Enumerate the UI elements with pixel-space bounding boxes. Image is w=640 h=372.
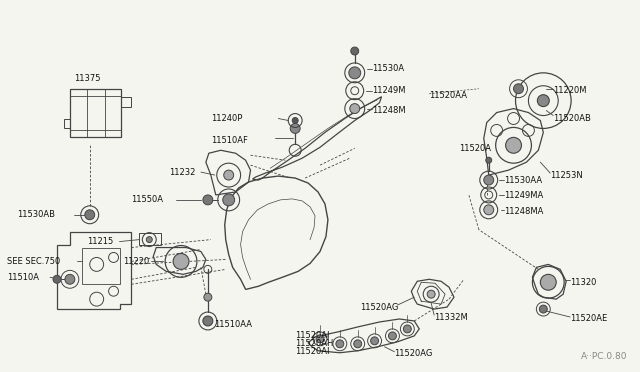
Text: 11520AG: 11520AG (360, 302, 398, 312)
Circle shape (203, 195, 213, 205)
Text: 11520AJ: 11520AJ (295, 331, 330, 340)
Text: 11530AB: 11530AB (17, 210, 55, 219)
Text: 11520AE: 11520AE (570, 314, 607, 324)
Text: 11510AA: 11510AA (214, 320, 252, 330)
Circle shape (173, 253, 189, 269)
Circle shape (540, 305, 547, 313)
Circle shape (484, 205, 493, 215)
Text: 11550A: 11550A (131, 195, 163, 204)
Text: 11249M: 11249M (372, 86, 405, 95)
Circle shape (224, 170, 234, 180)
Circle shape (147, 237, 152, 243)
Circle shape (204, 293, 212, 301)
Circle shape (350, 104, 360, 113)
Circle shape (84, 210, 95, 220)
Circle shape (65, 274, 75, 284)
Circle shape (203, 316, 213, 326)
Text: 11220: 11220 (123, 257, 149, 266)
Text: 11248M: 11248M (372, 106, 405, 115)
Circle shape (336, 340, 344, 348)
Circle shape (388, 332, 396, 340)
Text: 11375: 11375 (74, 74, 100, 83)
Text: 11520AB: 11520AB (553, 114, 591, 123)
Text: 11520AA: 11520AA (429, 91, 467, 100)
Circle shape (316, 335, 324, 343)
Text: 11520AI: 11520AI (295, 347, 330, 356)
Circle shape (371, 337, 378, 345)
Circle shape (403, 325, 412, 333)
Text: 11215: 11215 (87, 237, 113, 246)
Circle shape (538, 95, 549, 107)
Circle shape (484, 175, 493, 185)
Text: 11520AG: 11520AG (394, 349, 433, 358)
Text: 11530A: 11530A (372, 64, 404, 73)
Text: A··PC.0.80: A··PC.0.80 (581, 352, 628, 361)
Circle shape (292, 118, 298, 124)
Text: 11249MA: 11249MA (504, 192, 543, 201)
Text: 11510AF: 11510AF (211, 136, 248, 145)
Text: 11520A: 11520A (459, 144, 491, 153)
Circle shape (540, 274, 556, 290)
Text: 11530AA: 11530AA (504, 176, 541, 185)
Circle shape (513, 84, 524, 94)
Text: 11320: 11320 (570, 278, 596, 287)
Circle shape (506, 137, 522, 153)
Circle shape (223, 194, 235, 206)
Text: 11240P: 11240P (211, 114, 242, 123)
Text: 11220M: 11220M (553, 86, 587, 95)
Text: 11510A: 11510A (7, 273, 39, 282)
Circle shape (53, 275, 61, 283)
Text: 11248MA: 11248MA (504, 207, 543, 216)
Circle shape (427, 290, 435, 298)
Circle shape (290, 124, 300, 134)
Circle shape (351, 47, 358, 55)
Text: 11253N: 11253N (550, 171, 583, 180)
Text: 11332M: 11332M (434, 312, 468, 321)
Circle shape (486, 157, 492, 163)
Text: 11520AH: 11520AH (295, 339, 333, 348)
Circle shape (349, 67, 361, 79)
Circle shape (354, 340, 362, 348)
Text: SEE SEC.750: SEE SEC.750 (7, 257, 61, 266)
Text: 11232: 11232 (169, 168, 195, 177)
